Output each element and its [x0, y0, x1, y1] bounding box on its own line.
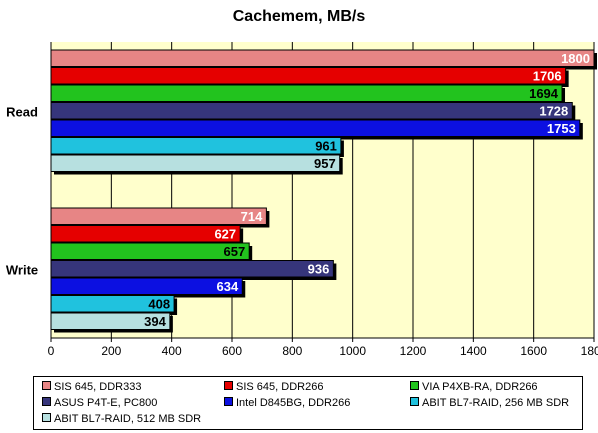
x-tick-label: 0: [48, 344, 55, 358]
data-label: 627: [214, 227, 236, 242]
legend-item: ASUS P4T-E, PC800: [42, 397, 157, 410]
bar: [50, 312, 171, 330]
bar: [50, 295, 175, 313]
bar: [50, 260, 334, 278]
legend-item: Intel D845BG, DDR266: [224, 397, 350, 410]
bar: [50, 67, 567, 85]
bar: [50, 242, 250, 260]
bar: [50, 207, 267, 225]
legend-swatch: [42, 413, 51, 422]
legend-item: VIA P4XB-RA, DDR266: [410, 381, 538, 394]
legend-label: SIS 645, DDR266: [236, 381, 324, 393]
data-label: 1728: [539, 104, 568, 119]
bar: [50, 277, 243, 295]
bar: [50, 137, 342, 155]
legend-label: ABIT BL7-RAID, 512 MB SDR: [54, 413, 202, 425]
x-axis-ticks: 0 200 400 600 800 1000 1200 1400 1600 1800: [48, 337, 598, 358]
legend-swatch: [42, 397, 51, 406]
bar: [50, 84, 563, 102]
chart-title: Cachemem, MB/s: [233, 8, 366, 25]
legend-swatch: [410, 381, 419, 390]
x-tick-label: 1200: [400, 344, 427, 358]
legend-label: Intel D845BG, DDR266: [236, 397, 351, 409]
x-tick-label: 1000: [339, 344, 366, 358]
legend-label: VIA P4XB-RA, DDR266: [422, 381, 538, 393]
data-label: 1800: [561, 51, 590, 66]
data-label: 408: [148, 297, 170, 312]
x-tick-label: 400: [162, 344, 182, 358]
data-label: 1753: [547, 121, 576, 136]
data-label: 714: [241, 209, 263, 224]
legend-swatch: [42, 381, 51, 390]
bar: [50, 225, 241, 243]
category-label: Write: [6, 262, 38, 277]
x-tick-label: 1800: [581, 344, 598, 358]
legend-label: ABIT BL7-RAID, 256 MB SDR: [422, 397, 570, 409]
bar: [50, 119, 581, 137]
bar: [50, 102, 573, 120]
data-label: 957: [314, 156, 336, 171]
data-label: 936: [308, 262, 330, 277]
data-label: 1706: [533, 69, 562, 84]
data-label: 394: [144, 314, 166, 329]
bar: [50, 154, 341, 172]
x-tick-label: 800: [282, 344, 302, 358]
bar: [50, 49, 595, 67]
data-label: 1694: [529, 86, 559, 101]
x-tick-label: 200: [101, 344, 121, 358]
legend-swatch: [224, 381, 233, 390]
category-labels: Read Write: [6, 104, 38, 277]
data-label: 961: [315, 139, 337, 154]
data-label: 657: [223, 244, 245, 259]
legend: SIS 645, DDR333 SIS 645, DDR266 VIA P4XB-R…: [33, 376, 583, 430]
category-label: Read: [6, 104, 38, 119]
data-label: 634: [217, 279, 239, 294]
legend-item: ABIT BL7-RAID, 512 MB SDR: [42, 413, 201, 426]
bars: [50, 49, 597, 333]
legend-swatch: [224, 397, 233, 406]
x-tick-label: 1400: [460, 344, 487, 358]
legend-item: SIS 645, DDR333: [42, 381, 141, 394]
legend-label: ASUS P4T-E, PC800: [54, 397, 158, 409]
data-labels: 1800 1706 1694 1728 1753 961 957 714 627 657 936 63…: [144, 51, 590, 329]
legend-label: SIS 645, DDR333: [54, 381, 142, 393]
x-tick-label: 1600: [520, 344, 547, 358]
legend-item: SIS 645, DDR266: [224, 381, 323, 394]
legend-item: ABIT BL7-RAID, 256 MB SDR: [410, 397, 569, 410]
legend-swatch: [410, 397, 419, 406]
x-tick-label: 600: [222, 344, 242, 358]
